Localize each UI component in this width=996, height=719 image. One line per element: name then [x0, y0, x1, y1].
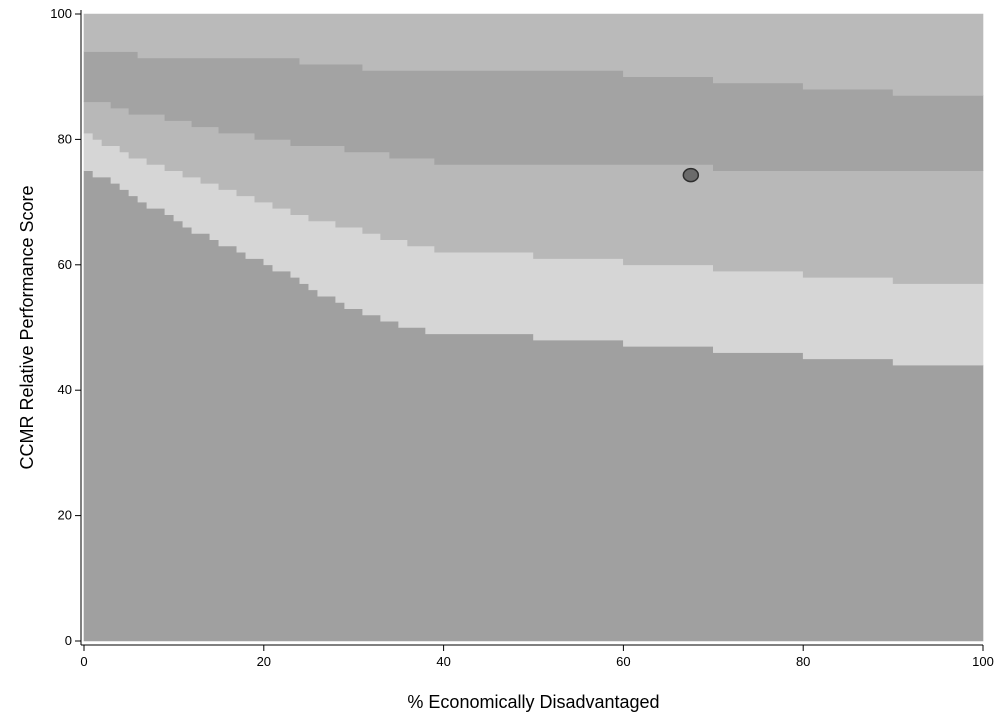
performance-bands [83, 13, 984, 642]
y-tick-label: 80 [58, 131, 72, 146]
y-tick-label: 20 [58, 508, 72, 523]
y-tick-label: 60 [58, 257, 72, 272]
band-top [83, 13, 984, 96]
y-tick-label: 40 [58, 382, 72, 397]
y-tick-label: 100 [50, 6, 72, 21]
data-point [682, 167, 700, 183]
x-tick-label: 20 [257, 654, 271, 669]
x-tick-label: 40 [436, 654, 450, 669]
x-axis-title: % Economically Disadvantaged [407, 692, 659, 712]
axis-ticks: 0 20 40 60 80 100 0 20 40 60 80 100 [50, 6, 994, 669]
y-axis-title: CCMR Relative Performance Score [17, 185, 37, 469]
data-points [682, 167, 700, 183]
x-tick-label: 60 [616, 654, 630, 669]
x-tick-label: 100 [972, 654, 994, 669]
axes [80, 10, 983, 646]
x-tick-label: 0 [80, 654, 87, 669]
x-tick-label: 80 [796, 654, 810, 669]
y-tick-label: 0 [65, 633, 72, 648]
